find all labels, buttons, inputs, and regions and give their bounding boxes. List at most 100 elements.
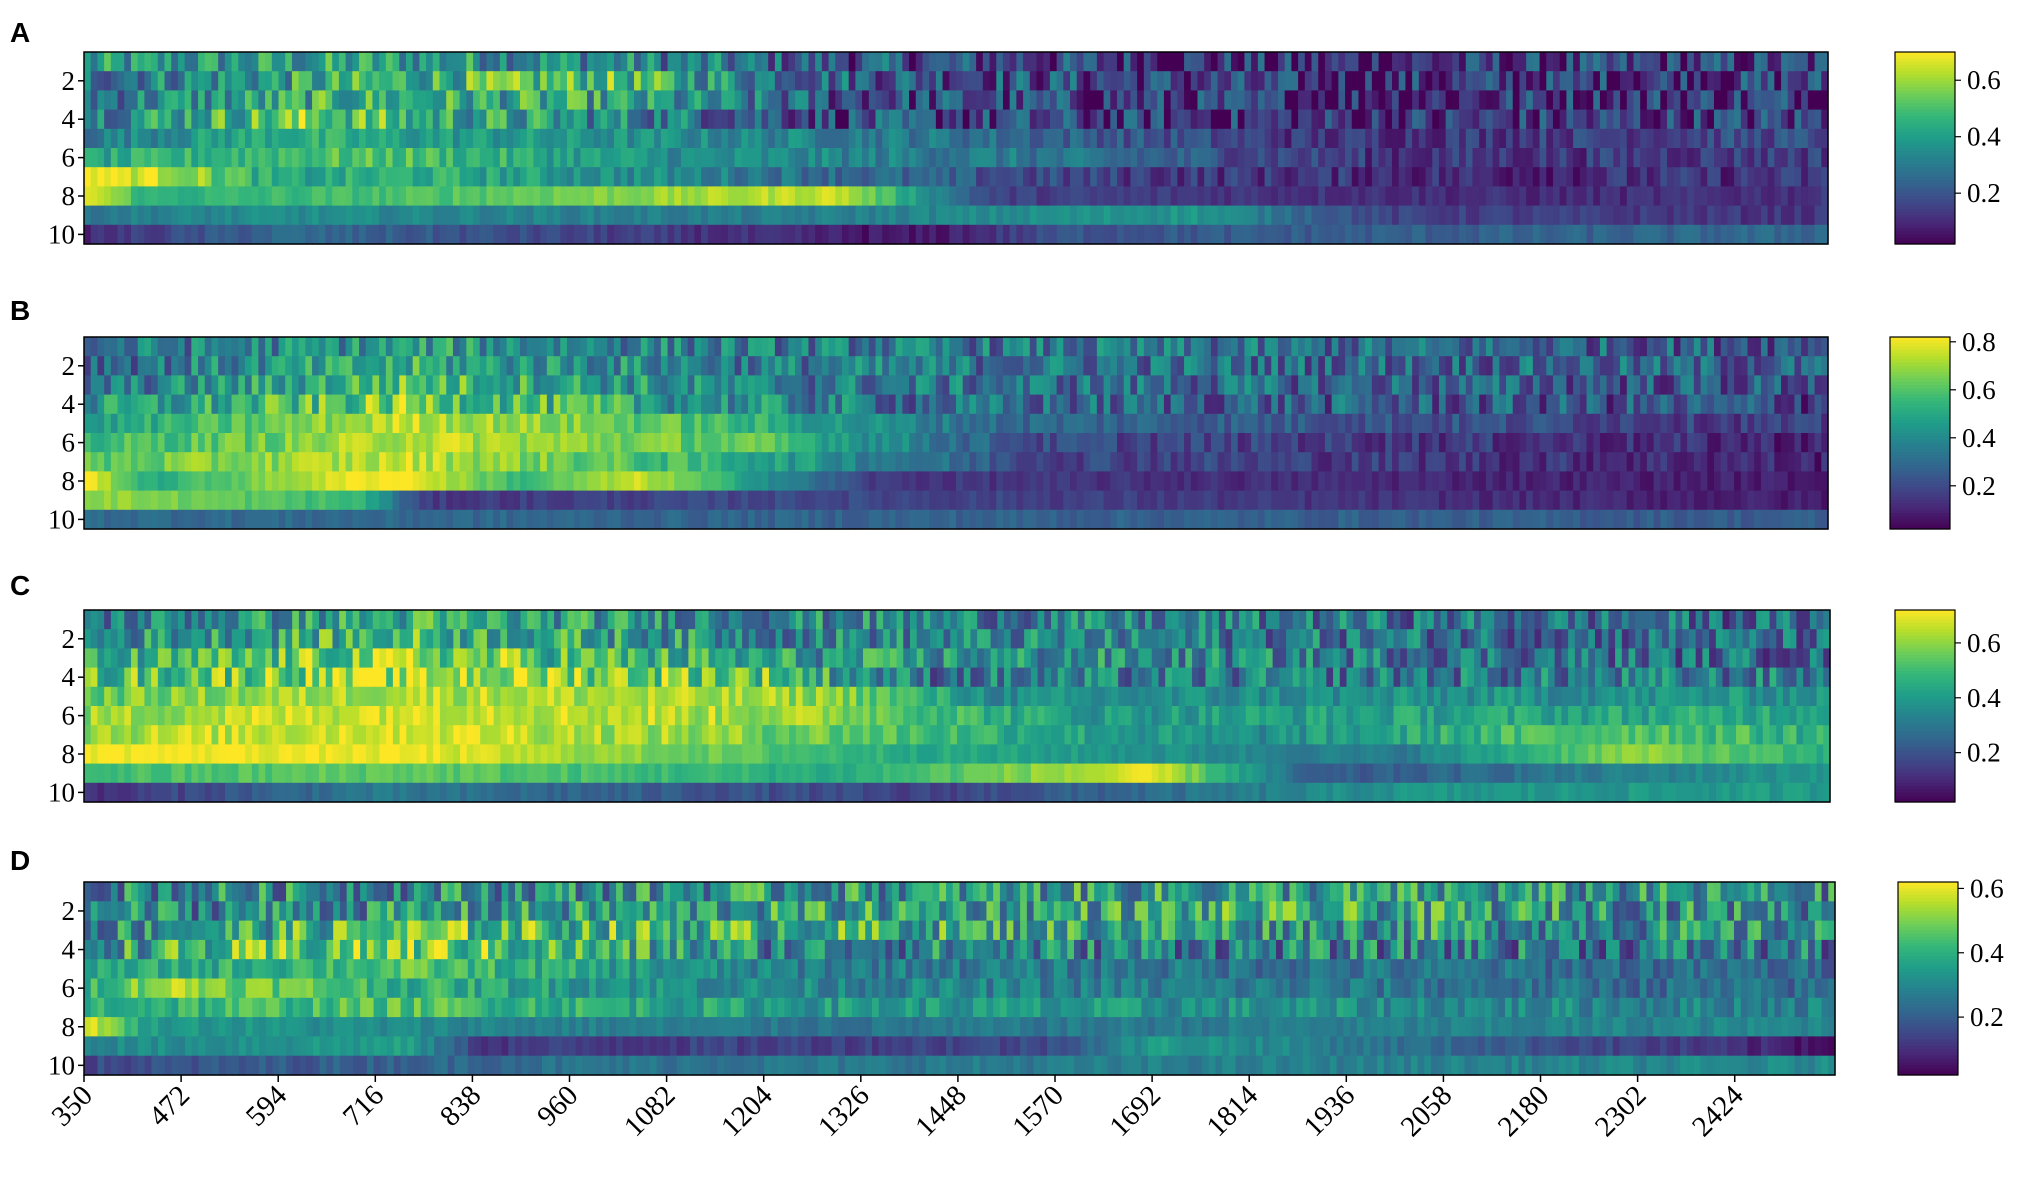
heatmap-cell <box>795 225 802 245</box>
heatmap-cell <box>929 52 936 72</box>
heatmap-cell <box>728 414 735 434</box>
heatmap-cell <box>916 148 923 168</box>
heatmap-cell <box>1171 356 1178 376</box>
heatmap-cell <box>1258 110 1265 130</box>
heatmap-cell <box>755 225 762 245</box>
heatmap-cell <box>842 167 849 187</box>
heatmap-cell <box>1070 206 1077 226</box>
heatmap-cell <box>1593 206 1600 226</box>
heatmap-cell <box>1466 491 1473 511</box>
heatmap-cell <box>1533 452 1540 472</box>
heatmap-cell <box>855 356 862 376</box>
heatmap-cell <box>567 375 574 395</box>
heatmap-cell <box>1016 491 1023 511</box>
heatmap-cell <box>399 148 406 168</box>
heatmap-cell <box>198 52 205 72</box>
heatmap-cell <box>1385 471 1392 491</box>
heatmap-cell <box>634 186 641 206</box>
heatmap-cell <box>1580 71 1587 91</box>
heatmap-cell <box>164 395 171 415</box>
heatmap-cell <box>232 148 239 168</box>
heatmap-cell <box>607 471 614 491</box>
heatmap-cell <box>1580 491 1587 511</box>
heatmap-cell <box>1083 90 1090 110</box>
heatmap-cell <box>728 337 735 357</box>
heatmap-cell <box>1023 452 1030 472</box>
heatmap-cell <box>185 337 192 357</box>
heatmap-cell <box>1144 337 1151 357</box>
heatmap-cell <box>413 186 420 206</box>
heatmap-cell <box>1204 206 1211 226</box>
heatmap-cell <box>466 186 473 206</box>
heatmap-cell <box>339 52 346 72</box>
heatmap-cell <box>1466 375 1473 395</box>
heatmap-cell <box>1499 491 1506 511</box>
heatmap-cell <box>1244 206 1251 226</box>
heatmap-cell <box>486 356 493 376</box>
heatmap-cell <box>493 225 500 245</box>
heatmap-cell <box>849 71 856 91</box>
heatmap-cell <box>1271 90 1278 110</box>
heatmap-cell <box>1499 167 1506 187</box>
heatmap-cell <box>1466 471 1473 491</box>
heatmap-cell <box>1439 129 1446 149</box>
heatmap-cell <box>956 375 963 395</box>
heatmap-cell <box>379 433 386 453</box>
heatmap-cell <box>292 129 299 149</box>
heatmap-cell <box>386 356 393 376</box>
heatmap-cell <box>701 471 708 491</box>
heatmap-cell <box>1587 452 1594 472</box>
heatmap-cell <box>929 471 936 491</box>
heatmap-cell <box>1506 129 1513 149</box>
heatmap-cell <box>849 375 856 395</box>
heatmap-cell <box>1137 471 1144 491</box>
heatmap-cell <box>1560 186 1567 206</box>
heatmap-cell <box>473 491 480 511</box>
heatmap-cell <box>1774 206 1781 226</box>
heatmap-cell <box>1278 452 1285 472</box>
heatmap-cell <box>681 225 688 245</box>
heatmap-cell <box>507 452 514 472</box>
heatmap-cell <box>741 471 748 491</box>
heatmap-cell <box>1734 433 1741 453</box>
heatmap-cell <box>1439 90 1446 110</box>
heatmap-cell <box>1412 356 1419 376</box>
heatmap-cell <box>882 71 889 91</box>
heatmap-cell <box>1566 225 1573 245</box>
heatmap-cell <box>1607 71 1614 91</box>
heatmap-cell <box>1057 167 1064 187</box>
heatmap-cell <box>178 491 185 511</box>
heatmap-cell <box>1070 471 1077 491</box>
heatmap-cell <box>533 491 540 511</box>
heatmap-cell <box>621 414 628 434</box>
heatmap-cell <box>708 375 715 395</box>
heatmap-cell <box>1627 337 1634 357</box>
heatmap-cell <box>1815 375 1822 395</box>
heatmap-cell <box>191 337 198 357</box>
heatmap-cell <box>332 491 339 511</box>
heatmap-cell <box>1399 148 1406 168</box>
heatmap-cell <box>1124 148 1131 168</box>
heatmap-cell <box>151 337 158 357</box>
heatmap-cell <box>1566 110 1573 130</box>
heatmap-cell <box>1446 337 1453 357</box>
heatmap-cell <box>876 337 883 357</box>
heatmap-cell <box>1466 167 1473 187</box>
heatmap-cell <box>1332 395 1339 415</box>
heatmap-cell <box>855 452 862 472</box>
heatmap-cell <box>1379 148 1386 168</box>
heatmap-cell <box>1734 110 1741 130</box>
heatmap-cell <box>111 337 118 357</box>
heatmap-cell <box>426 491 433 511</box>
heatmap-cell <box>1097 71 1104 91</box>
heatmap-cell <box>1204 52 1211 72</box>
heatmap-cell <box>1419 206 1426 226</box>
heatmap-cell <box>1151 471 1158 491</box>
heatmap-cell <box>359 148 366 168</box>
heatmap-cell <box>761 356 768 376</box>
heatmap-cell <box>1553 110 1560 130</box>
heatmap-cell <box>1285 148 1292 168</box>
heatmap-cell <box>265 225 272 245</box>
heatmap-cell <box>1620 148 1627 168</box>
